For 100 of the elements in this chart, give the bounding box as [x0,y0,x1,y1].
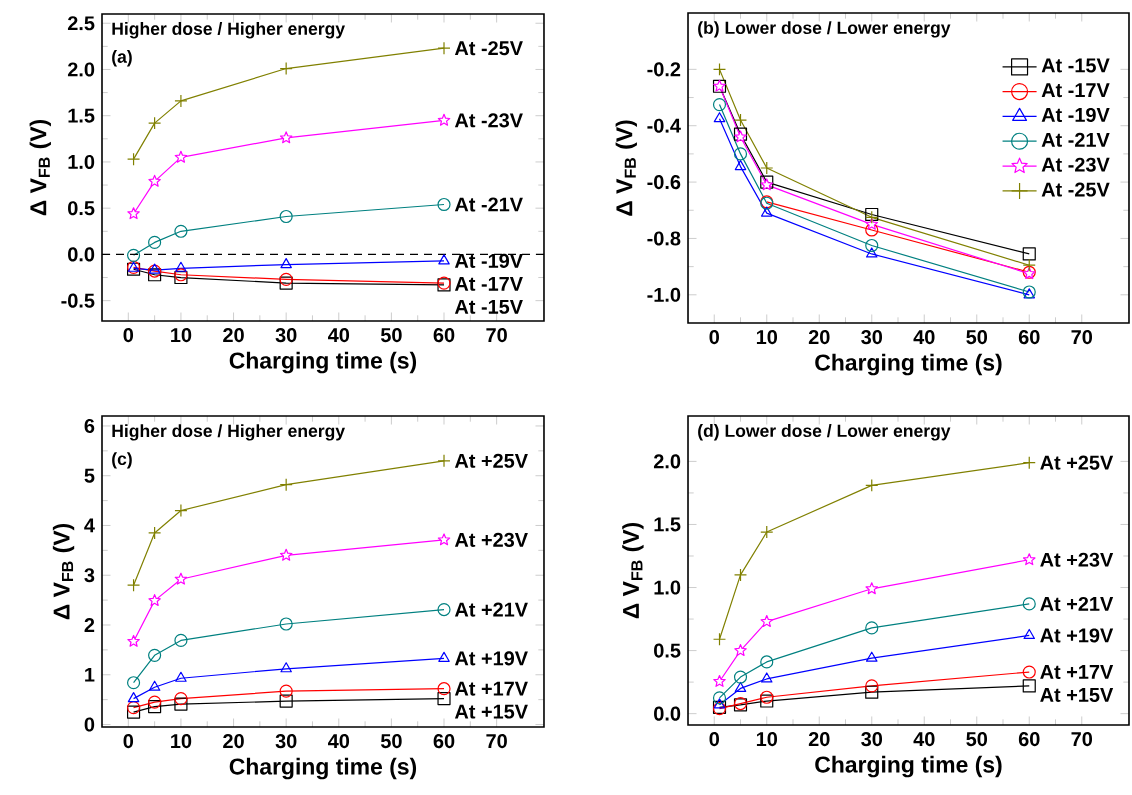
point [865,685,879,699]
x-tick-label: 20 [223,734,244,749]
y-axis-title: Δ V$_{FB}$ (V) [622,522,644,619]
point [174,692,188,706]
x-tick-label: 30 [861,330,883,345]
x-tick-label: 60 [433,734,455,749]
point [733,670,748,684]
y-tick-label: 3 [84,568,95,583]
point [1022,258,1036,272]
point [760,694,774,708]
point [126,578,141,592]
y-tick-label: 6 [84,418,95,433]
y-tick-label: 1.5 [68,108,95,123]
point [437,113,451,126]
point [733,568,748,582]
series-label: At -21V [454,197,523,212]
point [865,651,878,662]
point [437,682,451,696]
x-tick-label: 40 [913,732,935,747]
point [279,684,293,698]
point [148,700,162,714]
series-label: At +25V [1040,455,1114,470]
y-tick-label: -1.0 [647,287,681,302]
point [174,572,188,585]
point [734,160,747,171]
point [760,690,774,704]
point [865,223,879,237]
legend-label: At -17V [1041,83,1110,98]
point [438,651,450,662]
x-tick-label: 40 [328,734,350,749]
x-tick-label: 20 [808,732,830,747]
point [148,680,161,691]
point [760,161,774,175]
point [280,258,292,269]
x-tick-label: 50 [966,330,988,345]
point [279,209,293,224]
point [733,113,748,127]
x-tick-label: 30 [861,732,883,747]
point [126,676,141,690]
point [1023,628,1036,640]
point [865,582,879,595]
legend-label: At -23V [1041,157,1110,172]
point [1022,553,1036,566]
point [760,672,773,683]
point [148,174,161,187]
y-axis-title: Δ V$_{FB}$ (V) [52,523,75,620]
point [713,674,726,687]
series-label: At +25V [454,453,528,468]
x-axis-title: Charging time (s) [815,755,1002,778]
point [865,247,878,258]
point [148,268,162,282]
x-tick-label: 10 [756,732,778,747]
point [1022,247,1036,261]
point [1022,679,1036,693]
chart-title: Higher dose / Higher energy [112,424,345,441]
x-tick-label: 30 [275,734,297,749]
x-tick-label: 50 [966,732,988,747]
series-label: At -23V [454,113,523,128]
point [712,62,727,76]
point [148,594,161,607]
x-tick-label: 70 [486,328,507,343]
x-axis-title: Charging time (s) [229,757,417,780]
x-tick-label: 60 [433,328,455,343]
point [148,264,162,278]
series-label: At +21V [454,602,528,617]
y-tick-label: 1.0 [654,580,681,595]
point [148,235,162,249]
point [279,478,293,492]
point [175,261,187,272]
point [279,272,293,286]
chart-title: (b) Lower dose / Lower energy [698,21,951,38]
series-label: At -15V [454,299,523,314]
y-axis-title: Δ V$_{FB}$ (V) [29,119,51,216]
point [712,632,727,646]
point [279,694,293,708]
y-tick-label: 1 [85,667,95,682]
series-label: At -17V [454,276,523,291]
x-tick-label: 10 [171,734,192,749]
y-tick-label: 0.0 [68,247,95,262]
y-tick-label: 0.5 [68,201,95,216]
x-axis-title: Charging time (s) [229,351,417,374]
y-tick-label: -0.5 [61,293,95,308]
y-tick-label: 0 [84,717,95,732]
series-label: At +17V [1040,665,1114,679]
point [437,41,451,55]
legend-label: At -25V [1041,182,1110,197]
y-tick-label: -0.8 [647,231,681,246]
point [760,655,774,669]
x-tick-label: 10 [756,330,778,345]
point [865,679,879,693]
y-tick-label: -0.6 [647,175,681,190]
legend-label: At -21V [1041,132,1110,147]
legend-label: At -19V [1041,107,1110,122]
y-tick-label: 1.0 [68,154,95,169]
point [1022,665,1036,679]
point [174,633,188,647]
point [437,692,451,706]
series-label: At +19V [454,651,528,666]
x-tick-label: 0 [709,330,719,345]
y-tick-label: 4 [84,518,95,533]
